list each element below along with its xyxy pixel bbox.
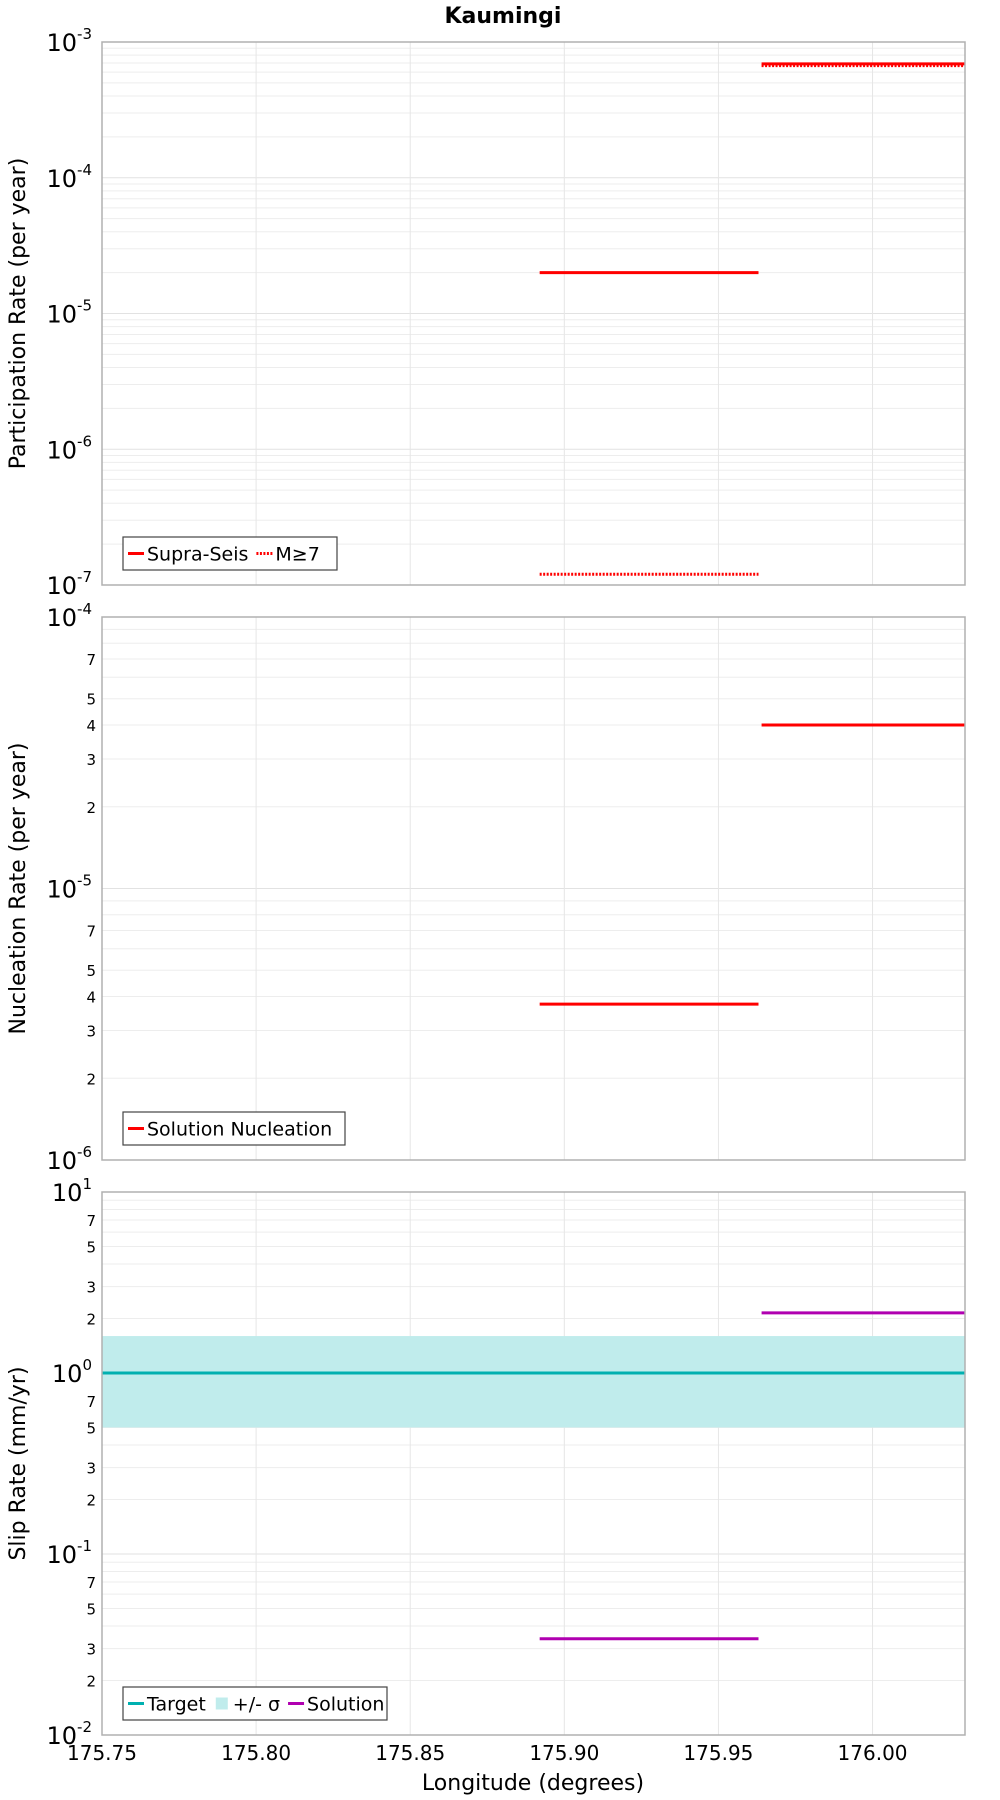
slip-y-axis-label: Slip Rate (mm/yr) bbox=[6, 1366, 31, 1560]
participation-legend-box bbox=[122, 536, 338, 571]
x-tick-label: 176.00 bbox=[838, 1741, 908, 1765]
slip-y-tick-label: 10-2 bbox=[46, 1718, 92, 1750]
slip-legend: Target +/- σ Solution bbox=[122, 1686, 388, 1721]
participation-y-tick-label: 10-4 bbox=[46, 161, 92, 193]
slip-legend-label: Target bbox=[146, 1694, 206, 1716]
x-tick-label: 175.80 bbox=[221, 1741, 291, 1765]
nucleation-grid bbox=[101, 617, 965, 1161]
nucleation-y-tick-label: 10-6 bbox=[46, 1143, 92, 1175]
nucleation-y-minor-tick-label: 7 bbox=[86, 923, 96, 941]
participation-legend-label: M≥7 bbox=[275, 544, 319, 566]
nucleation-y-tick-label: 10-4 bbox=[46, 600, 92, 632]
nucleation-y-minor-tick-label: 7 bbox=[86, 651, 96, 669]
nucleation-y-minor-tick-label: 4 bbox=[86, 989, 96, 1007]
slip-y-minor-tick-label: 2 bbox=[86, 1673, 96, 1691]
nucleation-rate-panel: 10-4 10-5 10-6 7 5 4 3 2 7 5 4 3 2 Nucleation Rate (p… bbox=[6, 600, 966, 1175]
slip-plot-area bbox=[102, 1192, 965, 1735]
participation-grid bbox=[101, 42, 965, 586]
slip-y-minor-tick-label: 5 bbox=[86, 1238, 96, 1256]
nucleation-y-minor-tick-label: 5 bbox=[86, 962, 96, 980]
slip-y-minor-tick-label: 5 bbox=[86, 1600, 96, 1618]
slip-legend-box bbox=[122, 1686, 388, 1721]
slip-rate-panel: 101 100 10-1 10-2 7 5 3 2 7 5 3 2 7 5 3 2 Slip Rate (mm/… bbox=[6, 1175, 966, 1765]
nucleation-y-minor-tick-label: 2 bbox=[86, 799, 96, 817]
participation-y-tick-label: 10-5 bbox=[46, 297, 92, 329]
participation-legend-label: Supra-Seis bbox=[147, 544, 248, 566]
participation-y-axis-label: Participation Rate (per year) bbox=[6, 158, 31, 470]
nucleation-y-minor-tick-label: 3 bbox=[86, 1022, 96, 1040]
slip-legend-label: Solution bbox=[307, 1694, 384, 1716]
nucleation-legend-box bbox=[122, 1111, 346, 1146]
participation-legend: Supra-Seis M≥7 bbox=[122, 536, 338, 571]
slip-y-minor-tick-label: 5 bbox=[86, 1419, 96, 1437]
participation-y-tick-label: 10-7 bbox=[46, 568, 92, 600]
nucleation-legend: Solution Nucleation bbox=[122, 1111, 346, 1146]
slip-legend-label: +/- σ bbox=[233, 1694, 280, 1716]
nucleation-y-axis-label: Nucleation Rate (per year) bbox=[6, 743, 31, 1035]
nucleation-y-minor-tick-label: 2 bbox=[86, 1070, 96, 1088]
x-tick-label: 175.75 bbox=[67, 1741, 137, 1765]
slip-y-tick-label: 10-1 bbox=[46, 1537, 92, 1569]
nucleation-plot-frame bbox=[101, 616, 966, 1161]
slip-y-minor-tick-label: 7 bbox=[86, 1212, 96, 1230]
nucleation-y-minor-tick-label: 4 bbox=[86, 717, 96, 735]
nucleation-y-minor-tick-label: 5 bbox=[86, 691, 96, 709]
x-tick-label: 175.85 bbox=[375, 1741, 445, 1765]
chart-title: Kaumingi bbox=[445, 4, 562, 29]
nucleation-legend-label: Solution Nucleation bbox=[147, 1119, 332, 1141]
slip-legend-swatch-band bbox=[215, 1697, 228, 1710]
nucleation-y-tick-label: 10-5 bbox=[46, 872, 92, 904]
slip-sigma-band bbox=[102, 1336, 965, 1428]
participation-y-tick-label: 10-3 bbox=[46, 25, 92, 57]
participation-plot-frame bbox=[101, 41, 966, 586]
slip-y-minor-tick-label: 2 bbox=[86, 1311, 96, 1329]
slip-y-minor-tick-label: 3 bbox=[86, 1460, 96, 1478]
slip-plot-frame bbox=[101, 1191, 966, 1736]
slip-y-minor-tick-label: 2 bbox=[86, 1492, 96, 1510]
slip-y-minor-tick-label: 3 bbox=[86, 1641, 96, 1659]
participation-rate-panel: 10-3 10-4 10-5 10-6 10-7 Participation Rate (… bbox=[6, 25, 966, 600]
x-tick-label: 175.95 bbox=[683, 1741, 753, 1765]
x-tick-label: 175.90 bbox=[529, 1741, 599, 1765]
slip-y-minor-tick-label: 7 bbox=[86, 1574, 96, 1592]
slip-y-tick-label: 100 bbox=[52, 1356, 92, 1388]
participation-y-tick-label: 10-6 bbox=[46, 432, 92, 464]
x-axis-label: Longitude (degrees) bbox=[422, 1771, 644, 1796]
slip-y-minor-tick-label: 3 bbox=[86, 1279, 96, 1297]
slip-y-tick-label: 101 bbox=[52, 1175, 92, 1207]
nucleation-y-minor-tick-label: 3 bbox=[86, 751, 96, 769]
slip-y-minor-tick-label: 7 bbox=[86, 1393, 96, 1411]
